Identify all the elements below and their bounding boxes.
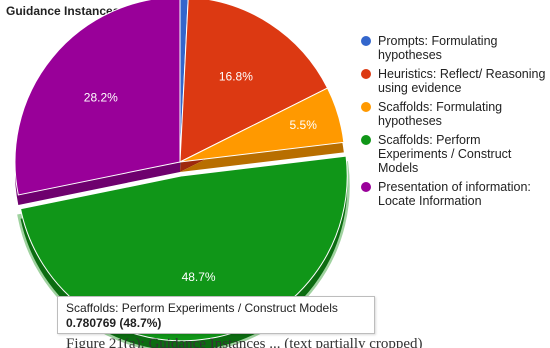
legend-marker xyxy=(361,36,371,46)
legend-item-heuristics[interactable]: Heuristics: Reflect/ Reasoning using evi… xyxy=(360,67,546,95)
legend-item-scaffolds-hypotheses[interactable]: Scaffolds: Formulating hypotheses xyxy=(360,100,546,128)
tooltip-value: 0.780769 (48.7%) xyxy=(66,316,366,331)
pie-slice-label-2: 5.5% xyxy=(290,118,318,132)
pie-slice-label-1: 16.8% xyxy=(219,69,253,83)
legend-marker xyxy=(361,69,371,79)
legend-marker xyxy=(361,102,371,112)
pie-slice-label-3: 48.7% xyxy=(182,270,216,284)
chart-tooltip: Scaffolds: Perform Experiments / Constru… xyxy=(57,296,375,334)
legend-item-presentation[interactable]: Presentation of information: Locate Info… xyxy=(360,180,546,208)
pie-slice-label-4: 28.2% xyxy=(84,90,118,104)
legend-label: Heuristics: Reflect/ Reasoning using evi… xyxy=(378,67,546,95)
tooltip-label: Scaffolds: Perform Experiments / Constru… xyxy=(66,301,366,316)
legend-marker xyxy=(361,135,371,145)
legend-item-prompts[interactable]: Prompts: Formulating hypotheses xyxy=(360,34,546,62)
chart-legend: Prompts: Formulating hypotheses Heuristi… xyxy=(360,34,546,213)
legend-label: Scaffolds: Formulating hypotheses xyxy=(378,100,546,128)
legend-item-scaffolds-experiments[interactable]: Scaffolds: Perform Experiments / Constru… xyxy=(360,133,546,175)
legend-label: Presentation of information: Locate Info… xyxy=(378,180,546,208)
legend-label: Prompts: Formulating hypotheses xyxy=(378,34,546,62)
figure-caption: Figure 21(a): Guidance Instances ... (te… xyxy=(0,334,550,348)
legend-marker xyxy=(361,182,371,192)
legend-label: Scaffolds: Perform Experiments / Constru… xyxy=(378,133,546,175)
